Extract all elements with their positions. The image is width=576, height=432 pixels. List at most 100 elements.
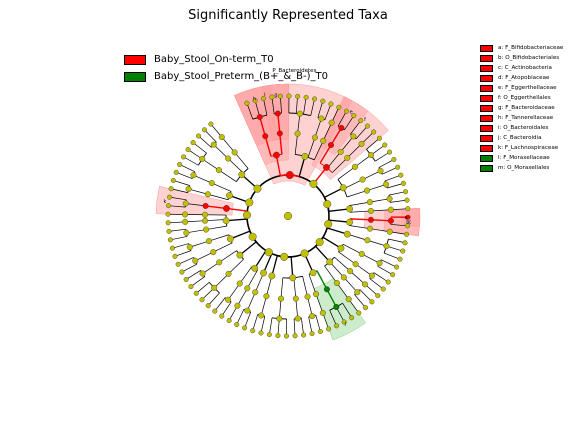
- tree-node: [295, 93, 301, 99]
- branch-line: [275, 154, 282, 176]
- branch-line: [337, 111, 347, 127]
- tree-node: [185, 147, 191, 153]
- branch-line: [181, 263, 198, 273]
- tree-node: [269, 94, 275, 100]
- taxa-label: i: O_Bacteroidales: [498, 125, 549, 131]
- branch-line: [328, 219, 350, 223]
- branch-line: [185, 203, 206, 207]
- branch-line: [342, 244, 362, 255]
- branch-line: [204, 129, 217, 143]
- branch-line: [280, 96, 282, 114]
- tree-node: [175, 261, 181, 267]
- tree-node: [405, 214, 411, 220]
- branch-line: [236, 308, 245, 325]
- branch-line: [205, 219, 227, 222]
- tree-node: [212, 308, 218, 314]
- tree-node: [278, 295, 285, 302]
- branch-line: [343, 179, 363, 190]
- taxa-label: k: F_Lachnospiraceae: [498, 145, 559, 151]
- branch-line: [168, 228, 186, 232]
- tree-node: [371, 129, 377, 135]
- branch-line: [171, 188, 188, 193]
- tree-node: [205, 238, 212, 245]
- taxa-swatch: [480, 164, 493, 172]
- branch-line: [169, 196, 187, 201]
- branch-line: [313, 140, 324, 160]
- taxa-swatch: [480, 64, 493, 72]
- tree-node: [309, 269, 317, 277]
- tree-node: [266, 332, 272, 338]
- branch-line: [297, 113, 301, 134]
- tree-node: [318, 115, 325, 122]
- tree-node: [364, 123, 370, 129]
- tree-node: [215, 167, 222, 174]
- tree-node: [182, 211, 189, 218]
- tree-node: [336, 104, 342, 110]
- tree-node: [201, 127, 207, 133]
- root-node: [284, 211, 293, 220]
- branch-line: [207, 193, 229, 201]
- tree-node: [296, 110, 303, 117]
- branch-line: [183, 156, 199, 166]
- taxa-label: m: O_Moraxellales: [498, 165, 550, 171]
- tree-node: [397, 256, 403, 262]
- tree-node: [253, 184, 262, 193]
- tree-node: [343, 230, 351, 238]
- branch-line: [264, 135, 272, 157]
- branch-line: [280, 277, 284, 299]
- tree-node: [165, 220, 171, 226]
- clade-label-f: f: [364, 117, 366, 123]
- tree-node: [169, 245, 175, 251]
- branch-line: [354, 154, 372, 168]
- tree-node: [204, 191, 211, 198]
- tree-node: [168, 186, 174, 192]
- branch-line: [202, 262, 220, 274]
- tree-node: [386, 228, 393, 235]
- tree-node: [179, 269, 185, 275]
- tree-node: [403, 189, 409, 195]
- branch-line: [301, 318, 304, 336]
- tree-node: [358, 250, 365, 257]
- clade-highlight: [155, 185, 234, 216]
- tree-node: [292, 333, 298, 339]
- taxa-legend-item: i: O_Bacteroidales: [480, 123, 563, 133]
- tree-node: [328, 119, 335, 126]
- branch-line: [369, 228, 390, 233]
- branch-line: [295, 96, 298, 114]
- branch-line: [252, 314, 259, 331]
- taxa-label: d: F_Atopobiaceae: [498, 75, 550, 81]
- tree-node: [205, 303, 211, 309]
- branch-line: [369, 198, 390, 203]
- tree-node: [405, 223, 411, 229]
- branch-line: [343, 277, 358, 293]
- branch-line: [208, 234, 230, 242]
- tree-node: [252, 98, 258, 104]
- tree-node: [196, 133, 202, 139]
- taxa-label: l: F_Moraxellaceae: [498, 155, 550, 161]
- tree-node: [346, 205, 353, 213]
- branch-line: [326, 288, 337, 308]
- tree-node: [380, 286, 386, 292]
- tree-node: [173, 169, 179, 175]
- branch-line: [388, 238, 406, 244]
- tree-node: [405, 206, 411, 212]
- legend-item-on-term: Baby_Stool_On-term_T0: [124, 51, 328, 68]
- branch-line: [388, 191, 406, 196]
- tree-node: [199, 155, 206, 162]
- clade-label-e: e: [350, 110, 353, 116]
- branch-line: [239, 266, 253, 284]
- branch-line: [367, 239, 387, 247]
- tree-node: [354, 289, 361, 296]
- tree-node: [248, 232, 257, 241]
- branch-line: [334, 256, 351, 272]
- tree-node: [339, 184, 347, 192]
- tree-node: [185, 186, 192, 193]
- tree-node: [192, 257, 199, 264]
- branch-line: [207, 292, 220, 306]
- clade-label-l: l: [345, 322, 346, 328]
- branch-line: [324, 187, 344, 198]
- branch-line: [168, 205, 186, 208]
- legend-swatch-on-term: [124, 54, 146, 65]
- tree-node: [226, 192, 233, 199]
